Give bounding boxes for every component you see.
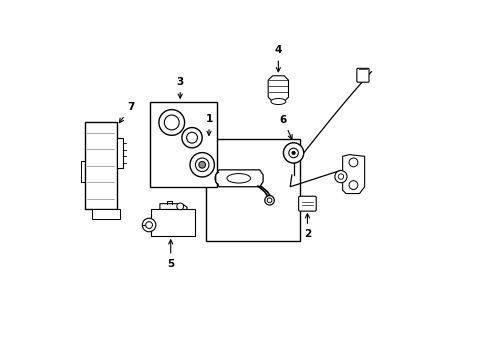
Text: 4: 4 (274, 45, 282, 72)
Circle shape (182, 127, 202, 148)
Circle shape (348, 158, 357, 167)
Ellipse shape (266, 198, 271, 203)
Bar (84, 122, 117, 209)
Circle shape (195, 158, 208, 171)
Bar (117, 138, 123, 168)
Polygon shape (160, 204, 186, 210)
Circle shape (283, 143, 303, 163)
Ellipse shape (264, 195, 274, 205)
Text: 7: 7 (119, 102, 134, 123)
Circle shape (190, 153, 214, 177)
Circle shape (177, 203, 183, 210)
Text: 3: 3 (176, 77, 183, 98)
Circle shape (142, 218, 156, 232)
Circle shape (164, 115, 179, 130)
Bar (151, 210, 195, 236)
Text: 2: 2 (303, 214, 310, 239)
Polygon shape (91, 209, 120, 219)
Circle shape (145, 222, 152, 228)
Circle shape (348, 181, 357, 189)
Circle shape (159, 109, 184, 135)
FancyBboxPatch shape (356, 68, 368, 82)
Circle shape (338, 174, 343, 179)
Circle shape (199, 161, 205, 168)
Ellipse shape (270, 98, 285, 104)
Polygon shape (342, 155, 364, 194)
Circle shape (186, 132, 197, 143)
Text: 1: 1 (205, 114, 212, 135)
Circle shape (291, 151, 295, 155)
Polygon shape (215, 170, 263, 187)
Text: 5: 5 (167, 240, 174, 269)
Circle shape (334, 171, 346, 183)
Text: 6: 6 (279, 115, 291, 139)
Ellipse shape (226, 174, 250, 183)
Polygon shape (267, 76, 288, 102)
Bar (205, 139, 300, 241)
FancyBboxPatch shape (298, 196, 316, 211)
Circle shape (288, 148, 298, 158)
Bar (149, 102, 217, 187)
